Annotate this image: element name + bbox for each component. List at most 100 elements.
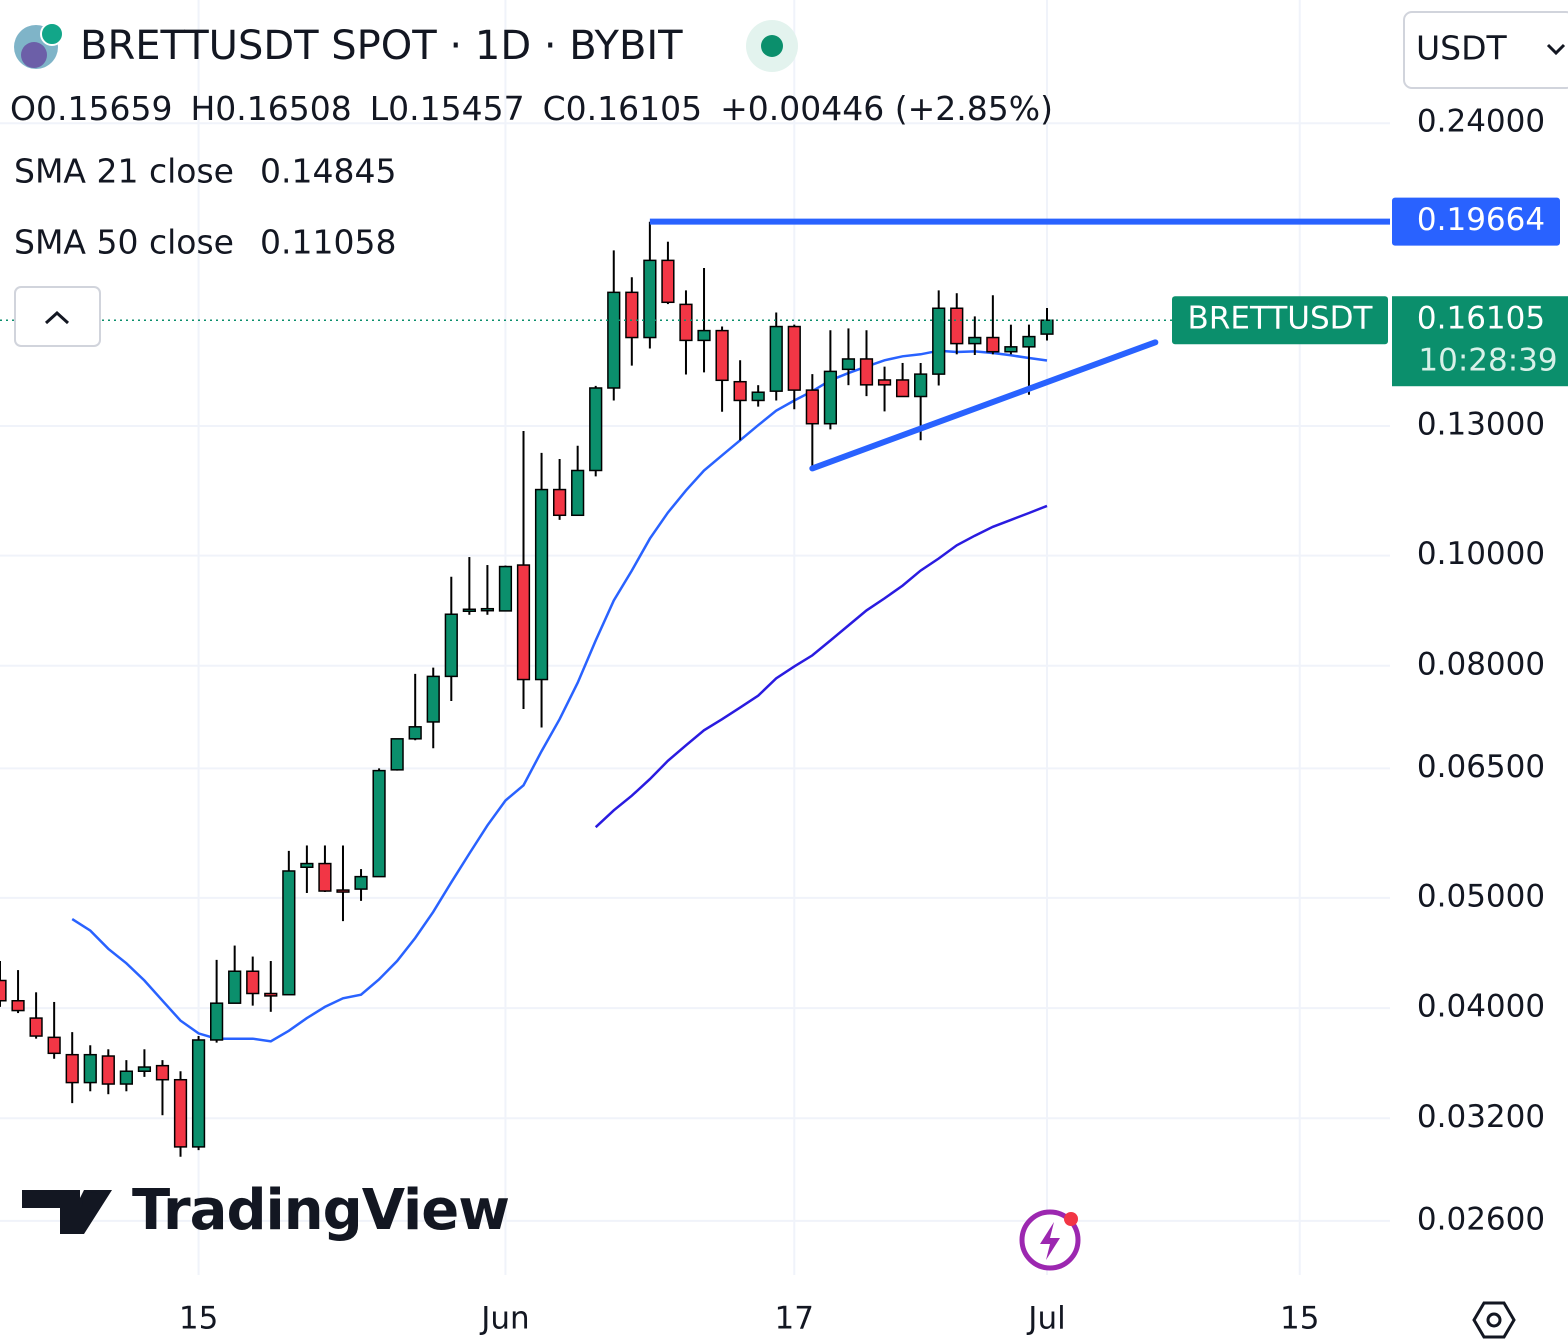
settings-icon-center [1486, 1312, 1502, 1328]
candle-body [480, 607, 495, 612]
candle-body [336, 889, 350, 893]
candle-body [751, 391, 765, 402]
legend-name[interactable]: SMA 21 close [14, 152, 234, 191]
ohlc-line: O0.15659 H0.16508 L0.15457 C0.16105 +0.00446… [10, 89, 1053, 128]
x-tick-label: 17 [775, 1301, 814, 1337]
price-axis: USDT 0.24000 0.13000 0.10000 0.08000 0.06500… [1390, 0, 1568, 1344]
alerts-button[interactable] [1019, 1209, 1081, 1271]
legend-name[interactable]: SMA 50 close [14, 223, 234, 262]
candle-body [625, 291, 639, 339]
x-tick-label: Jun [479, 1301, 529, 1337]
change: +0.00446 (+2.85%) [720, 89, 1053, 128]
candle-body [914, 373, 928, 398]
watermark: TradingView [22, 1178, 510, 1243]
candle-body [1040, 319, 1054, 335]
symbol-tag: BRETTUSDT [1188, 301, 1374, 337]
candle-body [462, 608, 476, 613]
candle-body [29, 1017, 43, 1037]
y-tick-label: 0.10000 [1417, 536, 1545, 572]
candle-body [877, 379, 892, 386]
candle-body [895, 379, 910, 398]
candle-body [354, 875, 368, 890]
last-price-box [1392, 296, 1568, 387]
symbol-icon-face [21, 42, 47, 68]
y-tick-label: 0.04000 [1417, 989, 1545, 1025]
time-axis-bg [0, 1275, 1390, 1344]
y-tick-label: 0.24000 [1417, 104, 1545, 140]
sma-line [71, 349, 1048, 1043]
candle-body [679, 303, 693, 342]
settings-button[interactable] [1472, 1301, 1516, 1339]
trend-line [809, 339, 1159, 472]
candle-body [823, 370, 838, 425]
candle-body [210, 1002, 224, 1041]
alerts-badge [1064, 1212, 1078, 1226]
collapse-icon [44, 310, 70, 325]
candle-body [950, 307, 964, 345]
sma-line [594, 504, 1048, 829]
candle-body [47, 1036, 61, 1055]
ohlc-value: 0.16508 [215, 89, 351, 128]
ohlc-value: 0.16105 [566, 89, 702, 128]
y-tick-label: 0.06500 [1417, 749, 1545, 785]
candle-body [859, 358, 874, 386]
ohlc-value: 0.15659 [36, 89, 172, 128]
currency-caret [1546, 43, 1566, 56]
candle-body [571, 469, 585, 517]
candle-body [589, 387, 603, 472]
symbol-tag-box [1172, 296, 1388, 345]
y-tick-label: 0.13000 [1417, 406, 1545, 442]
ohlc-label: H [190, 89, 215, 128]
candle-body [264, 992, 278, 997]
candle-body [498, 565, 513, 612]
candle-body [841, 358, 856, 371]
candle-body [372, 769, 386, 878]
ohlc-label: C [543, 89, 566, 128]
currency-select[interactable] [1403, 11, 1568, 89]
candle-body [101, 1055, 115, 1085]
watermark-logo-dot [82, 1192, 102, 1212]
y-tick-label: 0.02600 [1417, 1201, 1545, 1237]
alerts-bolt [1040, 1222, 1060, 1260]
candle-body [119, 1070, 133, 1085]
candle-body [426, 675, 440, 723]
candle-body [173, 1078, 188, 1148]
symbol-icon-badge [40, 22, 64, 46]
candle-body [516, 564, 531, 681]
ohlc-label: L [370, 89, 389, 128]
legend-value: 0.14845 [260, 152, 396, 191]
candle-body [390, 738, 404, 771]
candle-body [318, 862, 332, 892]
last-price-label: 0.16105 [1417, 301, 1545, 337]
y-tick-label: 0.05000 [1417, 878, 1545, 914]
candle-body [444, 613, 458, 678]
candle-body [83, 1053, 97, 1084]
candle-body [155, 1064, 170, 1081]
candle-body [282, 870, 296, 996]
ohlc-value: 0.15457 [388, 89, 524, 128]
candle-body [607, 291, 621, 389]
candle-body [1022, 335, 1036, 348]
y-tick-label: 0.08000 [1417, 646, 1545, 682]
candle-body [137, 1066, 152, 1072]
hline-price-label: 0.19664 [1417, 202, 1545, 238]
collapse-button[interactable] [14, 286, 101, 347]
candle-body [697, 329, 711, 342]
ohlc-label: O [10, 89, 36, 128]
candle-body [986, 336, 1000, 353]
candle-body [191, 1039, 206, 1148]
x-tick-label: 15 [179, 1301, 218, 1337]
candle-body [805, 389, 819, 425]
grid [0, 0, 1390, 1275]
countdown: 10:28:39 [1418, 343, 1557, 379]
watermark-text: TradingView [132, 1178, 509, 1243]
candle-body [715, 329, 729, 382]
candle-body [300, 862, 314, 869]
candle-body [1004, 346, 1018, 353]
candle-body [932, 307, 946, 375]
chart-title: BRETTUSDT SPOT · 1D · BYBIT [80, 23, 683, 69]
candle-body [534, 488, 549, 681]
hline-price-box [1392, 197, 1560, 246]
candle-body [661, 259, 675, 304]
